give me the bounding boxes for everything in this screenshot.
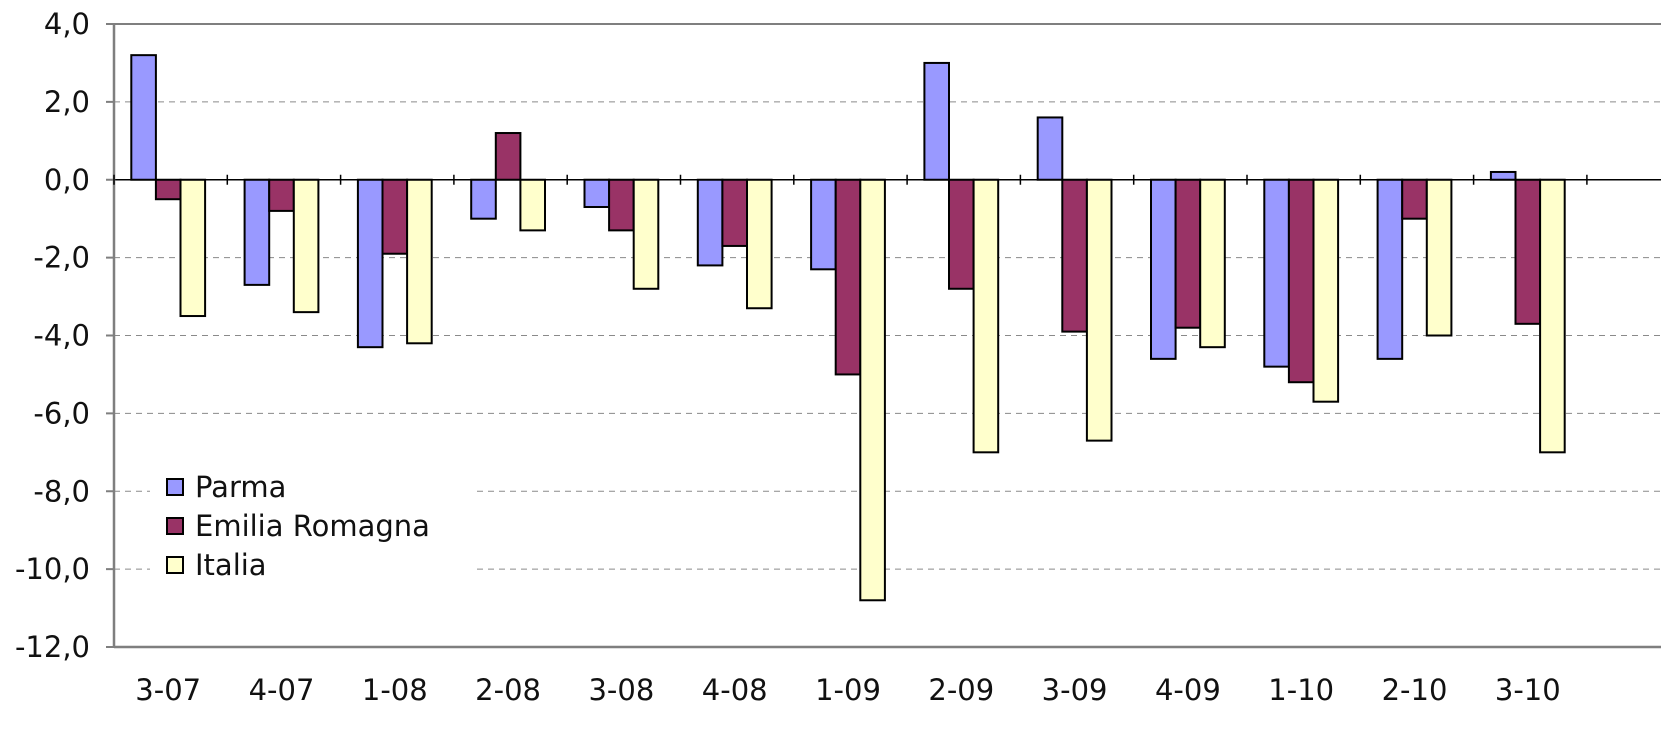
axes bbox=[106, 23, 1661, 649]
legend-swatch-emilia-romagna bbox=[166, 517, 184, 535]
x-tick-label: 2-09 bbox=[928, 673, 994, 707]
x-tick-label: 4-08 bbox=[702, 673, 768, 707]
y-axis-tick-labels: 4,0 2,0 0,0 -2,0 -4,0 -6,0 -8,0 -10,0 -12,0 bbox=[15, 7, 90, 664]
bar-italia-2-08 bbox=[519, 178, 547, 232]
legend-background bbox=[150, 462, 475, 590]
bar-parma-2-10 bbox=[1376, 178, 1404, 360]
legend-swatch-italia bbox=[166, 556, 184, 574]
bar-emilia-romagna-1-09 bbox=[834, 178, 862, 376]
x-tick-label: 3-09 bbox=[1042, 673, 1108, 707]
x-tick-label: 1-09 bbox=[815, 673, 881, 707]
y-tick-label: -4,0 bbox=[33, 319, 90, 353]
bar-parma-3-07 bbox=[130, 54, 157, 181]
legend-label: Emilia Romagna bbox=[195, 509, 430, 543]
bar-parma-3-08 bbox=[583, 178, 611, 209]
x-axis-tick-labels: 3-07 4-07 1-08 2-08 3-08 4-08 1-09 2-09 3-09 4-09… bbox=[135, 673, 1560, 707]
y-tick-label: -6,0 bbox=[33, 396, 90, 430]
y-tick-label: -2,0 bbox=[33, 241, 90, 275]
y-tick-label: 0,0 bbox=[44, 163, 90, 197]
legend-label: Parma bbox=[195, 470, 286, 504]
x-tick-label: 3-08 bbox=[588, 673, 654, 707]
bar-parma-4-07 bbox=[243, 178, 271, 286]
y-tick-label: -12,0 bbox=[15, 630, 90, 664]
bar-emilia-romagna-1-10 bbox=[1287, 178, 1315, 384]
bar-italia-3-09 bbox=[1085, 178, 1113, 442]
bar-parma-2-08 bbox=[470, 178, 497, 220]
bar-emilia-romagna-2-09 bbox=[948, 178, 975, 290]
bar-emilia-romagna-3-10 bbox=[1514, 178, 1542, 325]
bar-italia-2-09 bbox=[972, 178, 1000, 454]
bar-parma-3-09 bbox=[1036, 116, 1064, 181]
bars bbox=[130, 54, 1566, 602]
y-tick-label: 2,0 bbox=[44, 85, 90, 119]
bar-parma-1-10 bbox=[1263, 178, 1290, 368]
bar-italia-4-07 bbox=[292, 178, 320, 314]
y-tick-label: -8,0 bbox=[33, 474, 90, 508]
bar-parma-4-08 bbox=[696, 178, 724, 267]
bar-italia-3-08 bbox=[632, 178, 660, 290]
bar-parma-2-09 bbox=[923, 61, 951, 181]
bar-emilia-romagna-2-08 bbox=[494, 132, 522, 181]
bar-emilia-romagna-1-08 bbox=[381, 178, 409, 255]
bar-italia-2-10 bbox=[1425, 178, 1453, 337]
bar-italia-1-08 bbox=[406, 178, 433, 345]
x-tick-label: 2-10 bbox=[1382, 673, 1448, 707]
x-tick-label: 2-08 bbox=[475, 673, 541, 707]
bar-emilia-romagna-4-09 bbox=[1174, 178, 1202, 329]
x-tick-label: 1-08 bbox=[362, 673, 428, 707]
bar-emilia-romagna-3-09 bbox=[1061, 178, 1088, 333]
x-tick-label: 4-07 bbox=[249, 673, 315, 707]
x-tick-label: 3-07 bbox=[135, 673, 201, 707]
bar-emilia-romagna-4-07 bbox=[268, 178, 295, 212]
bar-parma-4-09 bbox=[1150, 178, 1177, 360]
x-tick-label: 4-09 bbox=[1155, 673, 1221, 707]
bar-emilia-romagna-4-08 bbox=[721, 178, 749, 247]
x-tick-label: 1-10 bbox=[1268, 673, 1334, 707]
bar-italia-4-09 bbox=[1199, 178, 1226, 349]
y-tick-label: 4,0 bbox=[44, 7, 90, 41]
bar-italia-3-07 bbox=[179, 178, 207, 318]
x-tick-label: 3-10 bbox=[1495, 673, 1561, 707]
legend: Parma Emilia Romagna Italia bbox=[150, 462, 475, 590]
legend-label: Italia bbox=[195, 548, 267, 582]
legend-swatch-parma bbox=[166, 478, 184, 496]
bar-emilia-romagna-3-07 bbox=[154, 178, 182, 201]
bar-parma-1-08 bbox=[356, 178, 384, 349]
bar-italia-3-10 bbox=[1539, 178, 1566, 454]
bar-emilia-romagna-2-10 bbox=[1401, 178, 1428, 220]
bar-parma-3-10 bbox=[1489, 170, 1517, 181]
bar-parma-1-09 bbox=[810, 178, 837, 271]
bar-emilia-romagna-3-08 bbox=[608, 178, 635, 232]
bar-italia-1-09 bbox=[859, 178, 886, 602]
y-tick-label: -10,0 bbox=[15, 552, 90, 586]
bar-italia-4-08 bbox=[746, 178, 773, 310]
bar-italia-1-10 bbox=[1312, 178, 1340, 403]
